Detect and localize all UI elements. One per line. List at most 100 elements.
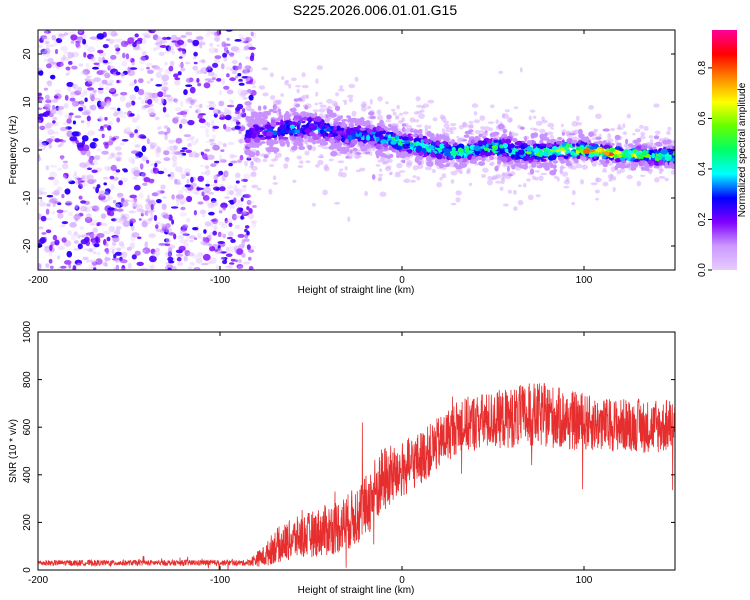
noise-speckle: [87, 167, 92, 171]
noise-speckle: [206, 179, 210, 185]
noise-speckle: [240, 112, 247, 118]
noise-speckle: [42, 125, 50, 130]
noise-speckle: [45, 208, 50, 215]
signal-halo-speckle: [455, 197, 461, 203]
signal-speckle: [588, 131, 595, 137]
noise-speckle: [147, 98, 153, 105]
noise-speckle: [134, 144, 141, 148]
noise-speckle: [231, 213, 237, 221]
signal-halo-speckle: [439, 176, 443, 181]
signal-halo-speckle: [280, 93, 285, 97]
noise-speckle: [78, 107, 84, 112]
signal-speckle: [557, 137, 562, 140]
signal-speckle: [595, 148, 603, 153]
signal-speckle: [481, 140, 487, 146]
signal-speckle: [383, 143, 389, 148]
signal-halo-speckle: [251, 184, 259, 189]
noise-speckle: [154, 162, 158, 168]
signal-speckle: [244, 137, 251, 144]
signal-halo-speckle: [314, 102, 319, 106]
noise-speckle: [80, 71, 88, 76]
noise-speckle: [60, 63, 65, 68]
noise-speckle: [105, 38, 111, 42]
spectrogram-x-tick-label: 100: [576, 275, 593, 286]
noise-speckle: [197, 232, 202, 238]
signal-halo-speckle: [607, 133, 612, 140]
noise-speckle: [195, 36, 204, 40]
signal-speckle: [518, 161, 522, 167]
signal-halo-speckle: [556, 177, 560, 182]
noise-speckle: [168, 232, 175, 236]
noise-speckle: [152, 65, 161, 70]
noise-speckle: [85, 160, 91, 166]
noise-speckle: [195, 257, 203, 264]
noise-speckle: [109, 135, 113, 142]
noise-speckle: [238, 82, 245, 86]
noise-speckle: [78, 63, 84, 67]
signal-halo-speckle: [575, 163, 583, 169]
noise-speckle: [49, 171, 57, 179]
noise-speckle: [142, 219, 147, 225]
noise-speckle: [244, 65, 252, 69]
signal-halo-speckle: [487, 175, 492, 181]
noise-speckle: [98, 56, 102, 64]
signal-speckle: [455, 166, 462, 170]
noise-speckle: [65, 200, 73, 206]
noise-speckle: [87, 87, 94, 91]
signal-halo-speckle: [262, 92, 269, 97]
noise-speckle: [189, 99, 195, 106]
signal-speckle: [296, 124, 300, 130]
signal-speckle: [304, 112, 311, 118]
noise-speckle: [243, 173, 251, 180]
noise-speckle: [46, 217, 53, 221]
noise-speckle: [149, 141, 154, 146]
noise-speckle: [238, 78, 243, 82]
signal-speckle: [602, 128, 610, 132]
noise-speckle: [212, 134, 216, 140]
signal-speckle: [541, 162, 546, 168]
signal-halo-speckle: [315, 78, 319, 84]
noise-speckle: [115, 156, 122, 162]
noise-speckle: [76, 262, 82, 267]
signal-speckle: [510, 154, 515, 159]
noise-speckle: [223, 57, 228, 62]
noise-speckle: [183, 255, 188, 262]
noise-speckle: [168, 139, 176, 144]
noise-speckle: [233, 47, 241, 54]
noise-speckle: [200, 240, 207, 245]
noise-speckle: [154, 249, 161, 256]
signal-halo-speckle: [653, 103, 660, 108]
signal-speckle: [427, 145, 435, 149]
noise-speckle: [181, 147, 188, 150]
noise-speckle: [237, 88, 245, 96]
noise-speckle: [210, 198, 217, 203]
signal-speckle: [630, 166, 637, 171]
noise-speckle: [236, 264, 244, 269]
noise-speckle: [143, 34, 151, 39]
noise-speckle: [210, 119, 215, 126]
signal-halo-speckle: [495, 119, 500, 125]
signal-speckle: [566, 148, 571, 154]
signal-speckle: [502, 128, 507, 134]
signal-speckle: [435, 153, 443, 160]
signal-speckle: [346, 129, 350, 136]
signal-halo-speckle: [512, 189, 517, 195]
signal-speckle: [397, 131, 403, 137]
noise-speckle: [175, 98, 179, 105]
noise-speckle: [192, 65, 199, 71]
noise-speckle: [236, 248, 244, 256]
noise-speckle: [196, 187, 204, 191]
noise-speckle: [249, 55, 255, 62]
noise-speckle: [63, 102, 69, 109]
noise-speckle: [40, 191, 48, 195]
noise-speckle: [48, 252, 53, 257]
noise-speckle: [55, 37, 63, 44]
signal-halo-speckle: [601, 169, 608, 173]
noise-speckle: [219, 186, 226, 192]
signal-speckle: [493, 139, 499, 143]
noise-speckle: [180, 34, 187, 39]
noise-speckle: [228, 263, 233, 269]
signal-halo-speckle: [547, 122, 555, 128]
noise-speckle: [61, 221, 69, 225]
signal-halo-speckle: [526, 178, 531, 182]
